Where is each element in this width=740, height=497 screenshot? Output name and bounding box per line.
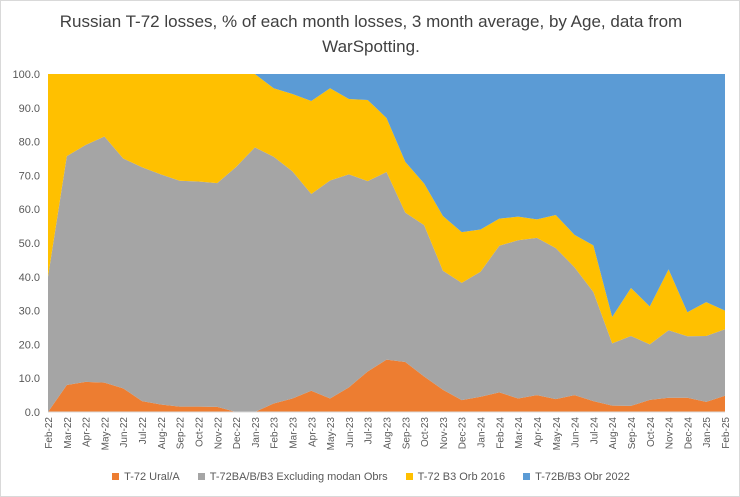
x-tick-label: May-23 [326, 417, 337, 451]
legend-swatch [405, 473, 413, 480]
x-tick-label: Apr-22 [82, 417, 93, 447]
legend-label: T-72 B3 Orb 2016 [417, 471, 506, 483]
chart-legend: T-72 Ural/A T-72BA/B/B3 Excluding modan O… [1, 471, 740, 483]
x-tick-label: Jan-24 [477, 417, 488, 448]
y-tick-label: 20.0 [19, 339, 40, 351]
x-tick-label: Dec-23 [458, 417, 469, 450]
legend-item: T-72B/B3 Obr 2022 [523, 471, 630, 483]
area-series-3 [48, 74, 725, 345]
x-tick-label: May-24 [552, 417, 563, 451]
x-tick-label: Feb-22 [44, 417, 55, 449]
legend-item: T-72 B3 Orb 2016 [405, 471, 506, 483]
x-tick-label: Jul-23 [364, 417, 375, 445]
legend-swatch [523, 473, 531, 480]
x-tick-label: Nov-23 [439, 417, 450, 450]
x-tick-label: Oct-22 [194, 417, 205, 447]
x-tick-label: Mar-22 [63, 417, 74, 449]
y-tick-label: 60.0 [19, 204, 40, 216]
x-tick-label: May-22 [100, 417, 111, 451]
y-tick-label: 30.0 [19, 306, 40, 318]
x-tick-label: Sep-23 [401, 417, 412, 450]
x-tick-label: Oct-23 [420, 417, 431, 447]
y-tick-label: 50.0 [19, 238, 40, 250]
chart-plot: 0.0 10.0 20.0 30.0 40.0 50.0 60.0 70.0 80.0 90.0 1… [12, 69, 732, 451]
y-tick-label: 80.0 [19, 137, 40, 149]
x-tick-label: Mar-24 [514, 417, 525, 449]
x-tick-label: Feb-23 [270, 417, 281, 449]
y-tick-label: 90.0 [19, 103, 40, 115]
x-tick-label: Aug-23 [383, 417, 394, 450]
x-tick-label: Apr-23 [307, 417, 318, 447]
chart-title: Russian T-72 losses, % of each month los… [59, 12, 683, 56]
x-tick-label: Dec-22 [232, 417, 243, 450]
y-tick-label: 40.0 [19, 272, 40, 284]
x-tick-label: Jun-23 [345, 417, 356, 448]
x-tick-label: Aug-24 [608, 417, 619, 450]
y-tick-label: 100.0 [12, 69, 40, 81]
y-tick-label: 10.0 [19, 373, 40, 385]
x-tick-label: Jan-23 [251, 417, 262, 448]
area-series-1 [48, 359, 725, 412]
area-series-2 [48, 136, 725, 412]
legend-item: T-72BA/B/B3 Excluding modan Obrs [197, 471, 388, 483]
x-tick-label: Feb-24 [495, 417, 506, 449]
x-tick-label: Jan-25 [702, 417, 713, 448]
x-tick-label: Dec-24 [683, 417, 694, 450]
x-tick-label: Sep-24 [627, 417, 638, 450]
x-tick-label: Aug-22 [157, 417, 168, 450]
x-tick-label: Oct-24 [646, 417, 657, 447]
x-tick-label: Jul-24 [589, 417, 600, 445]
legend-swatch [112, 473, 120, 480]
x-tick-label: Nov-22 [213, 417, 224, 450]
x-tick-label: Jun-22 [119, 417, 130, 448]
x-tick-label: Feb-25 [721, 417, 732, 449]
x-tick-label: Jul-22 [138, 417, 149, 445]
x-tick-label: Nov-24 [665, 417, 676, 450]
legend-label: T-72 Ural/A [124, 471, 180, 483]
legend-item: T-72 Ural/A [112, 471, 180, 483]
x-tick-label: Mar-23 [288, 417, 299, 449]
y-tick-label: 70.0 [19, 170, 40, 182]
legend-swatch [197, 473, 205, 480]
legend-label: T-72B/B3 Obr 2022 [535, 471, 630, 483]
x-tick-label: Apr-24 [533, 417, 544, 447]
area-series-4 [48, 74, 725, 318]
legend-label: T-72BA/B/B3 Excluding modan Obrs [209, 471, 388, 483]
x-tick-label: Jun-24 [571, 417, 582, 448]
x-tick-label: Sep-22 [176, 417, 187, 450]
y-tick-label: 0.0 [25, 407, 40, 419]
